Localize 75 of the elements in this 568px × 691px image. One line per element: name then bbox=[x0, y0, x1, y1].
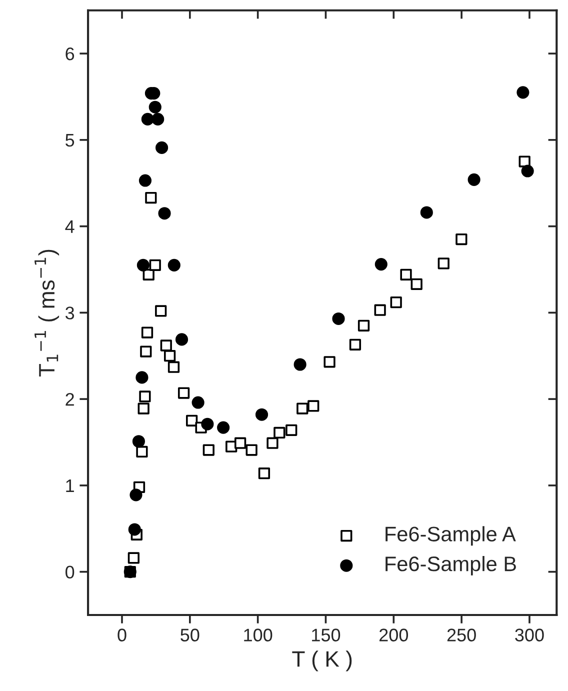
point bbox=[400, 268, 412, 280]
point bbox=[138, 174, 152, 187]
x-tick-label: 50 bbox=[180, 628, 200, 642]
point bbox=[152, 112, 164, 126]
point bbox=[324, 356, 336, 368]
y-tick-label: 6 bbox=[66, 47, 74, 60]
point bbox=[155, 305, 167, 317]
x-tick-label: 150 bbox=[312, 628, 340, 642]
point bbox=[136, 258, 150, 272]
point bbox=[192, 396, 204, 409]
point bbox=[178, 387, 190, 399]
legend-label: Fe6-Sample B bbox=[386, 556, 516, 576]
point bbox=[217, 421, 230, 434]
point bbox=[266, 437, 278, 449]
point bbox=[136, 371, 148, 384]
x-tick-label: 250 bbox=[447, 628, 476, 642]
point bbox=[158, 207, 171, 220]
y-axis-title: T$_{1}$$^{−1}$ ( ms$^{−1}$) bbox=[34, 250, 60, 377]
point bbox=[160, 340, 172, 352]
point bbox=[438, 258, 450, 270]
point bbox=[128, 523, 141, 536]
x-tick-label: 200 bbox=[379, 628, 408, 642]
point bbox=[410, 278, 422, 290]
y-tick-label: 2 bbox=[66, 392, 74, 406]
point bbox=[130, 488, 142, 502]
y-tick-label: 5 bbox=[66, 134, 74, 147]
point bbox=[296, 402, 308, 414]
point bbox=[468, 173, 480, 186]
point bbox=[420, 206, 433, 219]
point bbox=[358, 320, 370, 332]
point bbox=[308, 400, 320, 412]
point bbox=[390, 296, 402, 308]
y-tick-label: 0 bbox=[66, 566, 74, 579]
point bbox=[139, 390, 151, 402]
point bbox=[164, 350, 176, 362]
y-tick-label: 1 bbox=[66, 480, 74, 492]
point bbox=[128, 552, 140, 564]
point bbox=[136, 446, 148, 458]
point bbox=[294, 358, 306, 371]
point bbox=[332, 312, 345, 326]
point bbox=[140, 346, 152, 358]
point bbox=[274, 426, 286, 439]
y-tick-label: 4 bbox=[65, 220, 74, 233]
point bbox=[286, 424, 298, 436]
point bbox=[138, 402, 150, 414]
point bbox=[521, 164, 534, 178]
point bbox=[168, 361, 180, 373]
point bbox=[516, 86, 530, 99]
point bbox=[456, 233, 468, 246]
point bbox=[175, 333, 188, 346]
y-tick-label: 3 bbox=[65, 306, 74, 320]
x-tick-label: 300 bbox=[515, 628, 544, 642]
point bbox=[145, 192, 157, 204]
point bbox=[349, 338, 362, 350]
point bbox=[201, 418, 214, 430]
point bbox=[141, 326, 154, 338]
point bbox=[186, 414, 198, 426]
point bbox=[246, 444, 258, 456]
x-tick-label: 100 bbox=[244, 628, 272, 642]
point bbox=[132, 435, 145, 448]
x-axis-title: T ( K ) bbox=[292, 650, 352, 672]
point bbox=[518, 156, 530, 168]
point bbox=[202, 444, 214, 456]
point bbox=[141, 112, 154, 126]
legend-label: Fe6-Sample A bbox=[386, 526, 516, 546]
point bbox=[374, 304, 386, 316]
point bbox=[374, 258, 388, 271]
x-tick-label: 0 bbox=[118, 628, 126, 642]
point bbox=[234, 437, 246, 449]
point bbox=[168, 258, 180, 272]
point bbox=[149, 259, 161, 271]
point bbox=[156, 141, 168, 154]
point bbox=[255, 408, 268, 421]
point bbox=[148, 100, 162, 114]
point bbox=[258, 468, 270, 480]
